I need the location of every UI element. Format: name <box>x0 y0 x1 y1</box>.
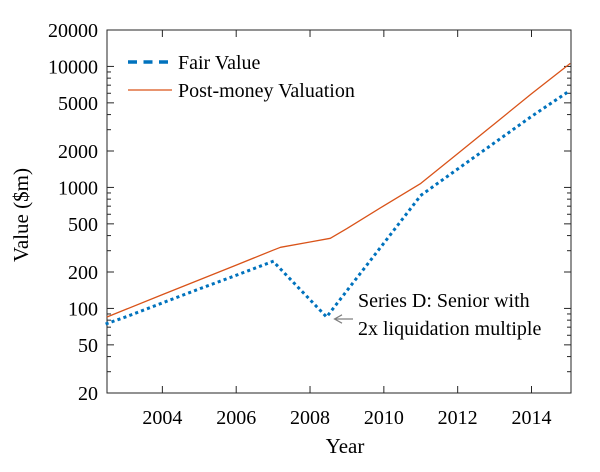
y-tick-label: 20 <box>78 383 98 405</box>
y-tick-label: 1000 <box>58 177 98 199</box>
y-tick-label: 200 <box>68 262 98 284</box>
annotation-line-2: 2x liquidation multiple <box>358 318 541 340</box>
y-tick-label: 5000 <box>58 93 98 115</box>
axis-ticks <box>107 29 571 394</box>
legend: Fair Value Post-money Valuation <box>128 52 355 102</box>
y-tick-label: 50 <box>78 335 98 357</box>
fair-value-line <box>105 88 573 326</box>
left-arrow-icon <box>333 314 353 324</box>
annotation-line-1: Series D: Senior with <box>358 290 530 312</box>
y-tick-label: 2000 <box>58 141 98 163</box>
y-tick-label: 20000 <box>48 20 98 42</box>
x-tick-label: 2012 <box>438 407 478 429</box>
y-tick-label: 10000 <box>48 56 98 78</box>
axis-tick-labels: 2004 2006 2008 2010 2012 2014 20000 10000 5000 20… <box>48 20 552 429</box>
x-tick-label: 2008 <box>290 407 330 429</box>
x-tick-label: 2014 <box>512 407 552 429</box>
post-money-legend-label: Post-money Valuation <box>178 80 355 102</box>
y-tick-label: 100 <box>68 298 98 320</box>
x-tick-label: 2004 <box>142 407 182 429</box>
x-tick-label: 2010 <box>364 407 404 429</box>
fair-value-legend-label: Fair Value <box>178 52 261 74</box>
data-series <box>105 62 573 326</box>
x-tick-label: 2006 <box>216 407 256 429</box>
plot-border <box>106 29 572 394</box>
series-d-annotation: Series D: Senior with 2x liquidation mul… <box>333 290 541 340</box>
post-money-valuation-line <box>106 62 571 318</box>
x-axis-title: Year <box>326 434 365 458</box>
y-axis-title: Value ($m) <box>9 168 33 262</box>
y-tick-label: 500 <box>68 214 98 236</box>
